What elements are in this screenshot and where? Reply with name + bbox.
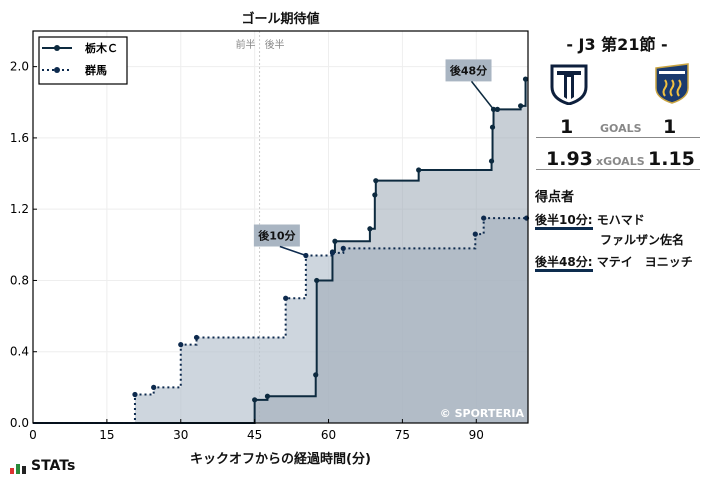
legend-marker — [54, 67, 60, 73]
annotation-box — [253, 224, 300, 247]
x-tick-label: 15 — [99, 428, 114, 442]
scorer-name: モハマド — [596, 213, 645, 227]
match-title: - J3 第21節 - — [566, 35, 668, 54]
away-goals: 1 — [663, 116, 677, 138]
area-tochigi — [33, 79, 528, 423]
y-tick-label: 0.4 — [10, 345, 29, 359]
data-point — [252, 397, 258, 403]
annotation-pointer — [470, 80, 495, 110]
y-tick-label: 0.8 — [10, 273, 29, 287]
x-tick-label: 30 — [173, 428, 188, 442]
data-point — [488, 158, 495, 164]
x-tick-label: 75 — [395, 428, 410, 442]
scorers-title: 得点者 — [535, 190, 575, 205]
scorer-row: 後半10分: モハマド — [535, 211, 645, 230]
data-point — [193, 334, 200, 341]
home-goals: 1 — [560, 116, 574, 138]
data-point — [283, 295, 289, 301]
data-point — [151, 384, 157, 390]
data-point — [367, 226, 373, 232]
data-point — [340, 245, 346, 251]
annotation-pointer — [279, 245, 307, 257]
y-tick-label: 2.0 — [10, 60, 29, 74]
x-tick-label: 0 — [29, 428, 37, 442]
annotation-text: 後10分 — [258, 229, 295, 243]
scorer-name: マテイ ヨニッチ — [596, 255, 693, 269]
data-point — [373, 178, 379, 184]
x-axis-label: キックオフからの経過時間(分) — [190, 452, 371, 467]
data-point — [329, 250, 336, 256]
data-point — [264, 393, 271, 399]
data-point — [518, 103, 524, 109]
x-tick-label: 90 — [469, 428, 484, 442]
legend-label: 栃木Ｃ — [85, 41, 118, 55]
goal-time: 後半48分: — [535, 255, 593, 272]
annotation-text: 後48分 — [450, 63, 487, 77]
data-point — [372, 192, 378, 198]
away-xg: 1.15 — [648, 148, 695, 170]
data-point — [314, 277, 320, 284]
divider — [536, 169, 700, 170]
data-point — [132, 391, 138, 398]
legend-label: 群馬 — [84, 63, 107, 77]
y-tick-label: 1.2 — [10, 202, 29, 216]
data-point — [472, 231, 478, 237]
y-tick-label: 1.6 — [10, 131, 29, 145]
gunma-crest-icon — [655, 63, 689, 104]
y-tick-label: 0.0 — [10, 416, 29, 430]
divider — [536, 137, 700, 138]
x-tick-label: 45 — [247, 428, 262, 442]
half-label-second: 後半 — [265, 38, 285, 51]
half-label-first: 前半 — [236, 38, 256, 51]
data-point — [522, 76, 529, 82]
x-tick-label: 60 — [321, 428, 336, 442]
annotation-box — [445, 59, 492, 82]
data-point — [489, 124, 496, 130]
chart-title: ゴール期待値 — [241, 12, 320, 27]
data-point — [416, 167, 422, 173]
stats-logo: STATs — [10, 458, 75, 474]
data-point — [313, 372, 319, 378]
scorer-name-2: ファルザン佐名 — [600, 233, 685, 247]
bars-icon — [10, 464, 26, 474]
goal-time: 後半10分: — [535, 213, 593, 230]
watermark: © SPORTERIA — [440, 407, 525, 420]
plot-frame — [32, 30, 529, 424]
xg-label: xGOALS — [596, 155, 645, 168]
data-point — [481, 215, 487, 221]
tochigi-crest-icon — [550, 64, 588, 105]
scorer-row: 後半48分: マテイ ヨニッチ — [535, 253, 693, 272]
home-xg: 1.93 — [546, 148, 593, 170]
goals-label: GOALS — [600, 122, 642, 135]
legend-marker — [54, 45, 60, 51]
data-point — [332, 238, 338, 244]
logo-text: STATs — [31, 458, 76, 474]
data-point — [494, 106, 501, 112]
legend-box — [38, 36, 128, 85]
data-point — [178, 342, 184, 348]
